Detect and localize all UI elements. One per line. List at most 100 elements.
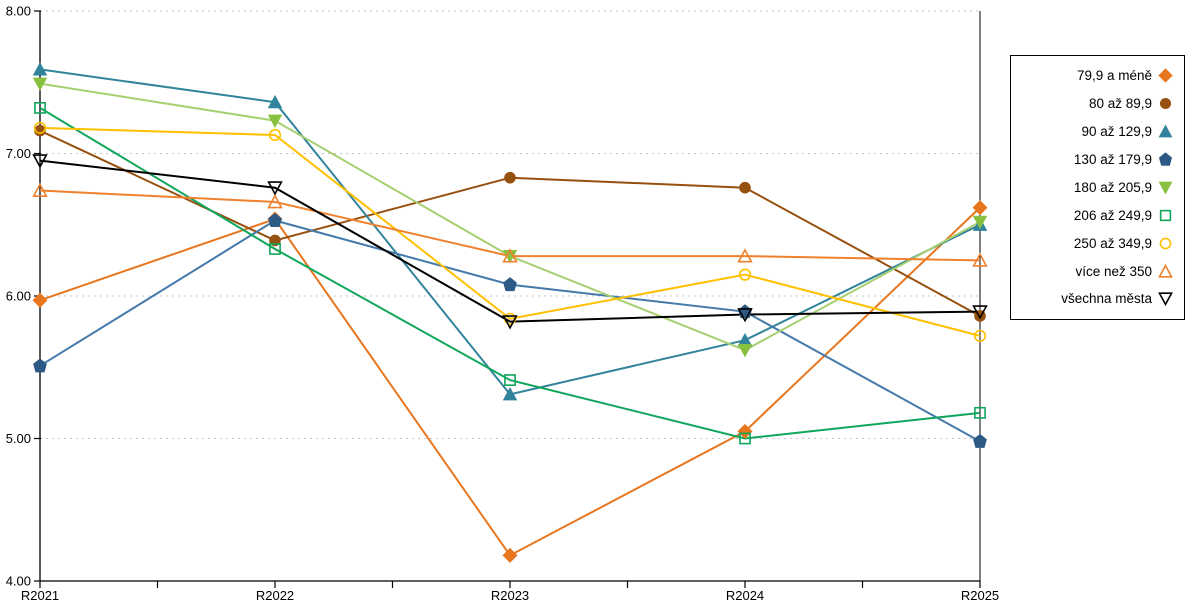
marker-triangle-up (267, 94, 283, 109)
marker-pentagon (503, 277, 517, 292)
series-markers-7 (32, 182, 988, 267)
marker-circle (1159, 98, 1172, 110)
y-tick-label: 7.00 (6, 146, 31, 161)
series-markers-8 (32, 154, 988, 330)
legend-item-1: 80 až 89,9 (1017, 95, 1174, 112)
y-tick-label: 6.00 (6, 289, 31, 304)
marker-diamond (972, 200, 988, 216)
marker-triangle-down (737, 308, 753, 323)
marker-square (504, 374, 516, 386)
marker-triangle-up (737, 248, 753, 263)
legend-marker-diamond-icon (1158, 68, 1173, 84)
x-category-label: R2021 (21, 588, 59, 600)
marker-triangle-down (32, 77, 48, 91)
series-markers-6 (33, 121, 987, 343)
legend-marker-triangle-up-icon (1158, 124, 1173, 138)
marker-pentagon (33, 358, 47, 373)
series-markers-2 (32, 62, 988, 401)
legend-marker-triangle-down-open-icon (1158, 292, 1173, 307)
legend-label: 90 až 129,9 (1081, 124, 1152, 140)
series-line-2 (39, 68, 981, 396)
y-tick-label: 8.00 (6, 4, 31, 19)
legend-marker-triangle-up-open-icon (1158, 263, 1173, 278)
marker-square (739, 432, 751, 445)
marker-diamond (502, 547, 518, 563)
marker-circle (33, 121, 47, 134)
marker-triangle-down (1158, 181, 1173, 195)
legend-item-3: 130 až 179,9 (1017, 151, 1174, 168)
marker-triangle-down (972, 215, 988, 230)
legend-label: více než 350 (1075, 263, 1152, 279)
marker-circle (504, 171, 516, 184)
legend-label: 130 až 179,9 (1073, 152, 1152, 168)
y-tick-label: 4.00 (6, 574, 31, 589)
marker-square (974, 406, 986, 419)
legend-label: 180 až 205,9 (1073, 179, 1152, 195)
series-line-6 (39, 126, 981, 337)
marker-circle (268, 128, 282, 142)
marker-triangle-up (1158, 263, 1173, 278)
marker-pentagon (1158, 152, 1173, 166)
marker-diamond (737, 423, 753, 439)
marker-triangle-down (737, 344, 753, 358)
legend: 79,9 a méně 80 až 89,9 90 až 129,9 130 až 1… (1010, 55, 1185, 320)
legend-marker-circle-icon (1159, 98, 1172, 110)
series-line-4 (39, 82, 981, 352)
marker-diamond (32, 292, 48, 308)
legend-marker-circle-open-icon (1159, 237, 1172, 250)
legend-item-0: 79,9 a méně (1017, 67, 1174, 84)
y-ticks: 4.00 5.00 6.00 7.00 8.00 (6, 4, 41, 589)
marker-circle (738, 268, 752, 281)
marker-triangle-up (267, 194, 283, 209)
legend-label: 79,9 a méně (1076, 68, 1152, 84)
y-tick-label: 5.00 (6, 431, 31, 446)
x-category-label: R2023 (491, 588, 529, 600)
marker-square (1159, 209, 1172, 221)
legend-item-8: všechna města (1017, 290, 1174, 307)
marker-triangle-down (1158, 292, 1173, 307)
marker-square (269, 243, 281, 255)
marker-triangle-down (502, 315, 518, 330)
marker-triangle-down (972, 305, 988, 320)
series-lines (39, 68, 981, 557)
legend-item-5: 206 až 249,9 (1017, 207, 1174, 224)
x-ticks: R2021 R2022 R2023 R2024 R2025 (21, 581, 999, 600)
legend-label: 206 až 249,9 (1073, 207, 1152, 223)
marker-triangle-up (502, 387, 518, 401)
marker-circle (739, 181, 751, 194)
marker-circle (973, 329, 987, 343)
y-gridlines (40, 10, 980, 439)
marker-triangle-up (32, 182, 48, 197)
marker-triangle-down (267, 181, 283, 196)
marker-triangle-up (32, 62, 48, 76)
marker-triangle-up (737, 332, 753, 347)
legend-item-6: 250 až 349,9 (1017, 235, 1174, 252)
marker-pentagon (268, 213, 282, 227)
marker-circle (269, 234, 281, 247)
marker-circle (1159, 237, 1172, 250)
x-category-label: R2022 (256, 588, 294, 600)
series-markers (32, 62, 988, 563)
legend-marker-square-open-icon (1159, 209, 1172, 221)
legend-marker-pentagon-icon (1158, 152, 1173, 166)
legend-item-7: více než 350 (1017, 263, 1174, 280)
marker-triangle-up (502, 248, 518, 263)
legend-label: 80 až 89,9 (1088, 96, 1152, 112)
series-markers-4 (32, 77, 988, 358)
legend-item-4: 180 až 205,9 (1017, 179, 1174, 196)
marker-diamond (1158, 68, 1173, 84)
legend-marker-triangle-down-icon (1158, 181, 1173, 195)
series-markers-5 (34, 102, 986, 445)
marker-triangle-down (32, 154, 48, 169)
series-markers-1 (34, 124, 986, 322)
series-line-5 (39, 107, 981, 440)
marker-square (34, 102, 46, 114)
x-category-label: R2024 (726, 588, 764, 600)
marker-triangle-up (1158, 124, 1173, 138)
legend-label: 250 až 349,9 (1073, 235, 1152, 251)
marker-pentagon (973, 433, 987, 448)
legend-label: všechna města (1061, 291, 1152, 307)
marker-triangle-down (267, 114, 283, 128)
